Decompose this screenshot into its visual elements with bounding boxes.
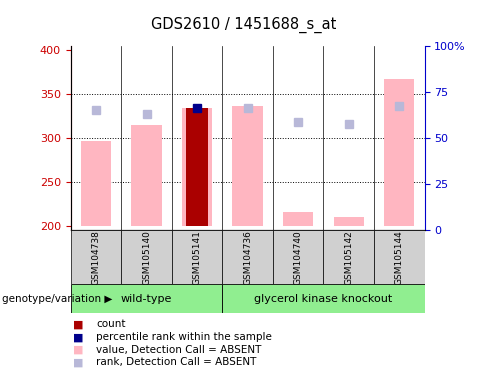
Bar xyxy=(223,284,425,313)
Text: GSM105141: GSM105141 xyxy=(193,230,202,285)
Text: ■: ■ xyxy=(73,332,84,342)
Bar xyxy=(232,106,263,226)
Bar xyxy=(324,230,374,284)
Bar xyxy=(71,230,122,284)
Text: wild-type: wild-type xyxy=(121,293,172,304)
Bar xyxy=(71,284,223,313)
Text: ■: ■ xyxy=(73,358,84,367)
Text: value, Detection Call = ABSENT: value, Detection Call = ABSENT xyxy=(96,345,262,355)
Bar xyxy=(374,230,425,284)
Text: rank, Detection Call = ABSENT: rank, Detection Call = ABSENT xyxy=(96,358,257,367)
Bar xyxy=(172,230,223,284)
Bar xyxy=(273,230,324,284)
Text: genotype/variation ▶: genotype/variation ▶ xyxy=(2,293,113,304)
Bar xyxy=(186,108,208,226)
Text: ■: ■ xyxy=(73,345,84,355)
Text: GSM104736: GSM104736 xyxy=(243,230,252,285)
Text: glycerol kinase knockout: glycerol kinase knockout xyxy=(254,293,393,304)
Bar xyxy=(283,212,313,226)
Text: GDS2610 / 1451688_s_at: GDS2610 / 1451688_s_at xyxy=(151,17,337,33)
Bar xyxy=(81,141,111,226)
Text: ■: ■ xyxy=(73,319,84,329)
Bar xyxy=(223,230,273,284)
Bar xyxy=(384,79,414,226)
Bar xyxy=(334,217,364,226)
Text: percentile rank within the sample: percentile rank within the sample xyxy=(96,332,272,342)
Text: count: count xyxy=(96,319,125,329)
Text: GSM105144: GSM105144 xyxy=(395,230,404,285)
Bar xyxy=(122,230,172,284)
Bar xyxy=(182,108,212,226)
Text: GSM104738: GSM104738 xyxy=(92,230,101,285)
Text: GSM104740: GSM104740 xyxy=(294,230,303,285)
Text: GSM105142: GSM105142 xyxy=(344,230,353,285)
Text: GSM105140: GSM105140 xyxy=(142,230,151,285)
Bar xyxy=(131,125,162,226)
